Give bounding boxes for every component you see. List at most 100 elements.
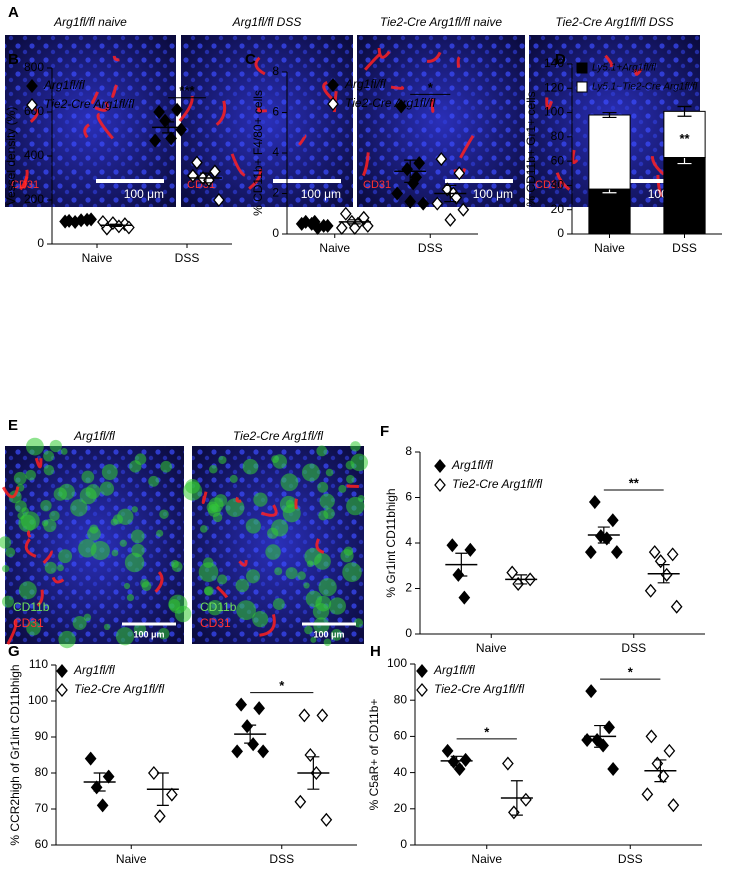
stain-green <box>265 544 281 560</box>
legend-label: Tie2-Cre Arg1fl/fl <box>74 682 164 696</box>
x-tick-label: DSS <box>175 251 200 265</box>
stain-green <box>317 481 329 493</box>
y-tick-label: 20 <box>394 801 408 815</box>
data-point <box>153 104 165 120</box>
significance-label: * <box>428 80 434 95</box>
x-tick-label: DSS <box>618 852 643 866</box>
stain-green <box>101 464 118 481</box>
legend-label: Arg1fl/fl <box>73 663 115 677</box>
stain-green <box>21 507 29 515</box>
stain-green <box>41 520 49 527</box>
data-point <box>502 756 514 771</box>
stain-green <box>252 611 269 628</box>
data-point <box>149 133 161 148</box>
stain-green <box>285 567 298 580</box>
scale-label: 100 μm <box>133 629 164 639</box>
bar-segment <box>588 114 631 190</box>
stain-green <box>199 525 208 533</box>
stain-red <box>259 614 276 637</box>
image-title: Tie2-Cre Arg1fl/fl <box>233 429 323 443</box>
y-tick-label: 80 <box>35 765 49 779</box>
data-point <box>102 769 115 784</box>
error-bar <box>597 526 610 544</box>
stain-red <box>362 152 370 177</box>
stain-green <box>123 582 131 590</box>
stain-red <box>426 51 442 63</box>
y-axis-label: % CCR2high of Gr1int CD11bhigh <box>8 664 22 845</box>
stain-green <box>245 518 261 534</box>
stain-green <box>285 499 295 508</box>
error-bar <box>199 172 212 184</box>
y-tick-label: 0 <box>37 236 44 250</box>
stain-red <box>36 589 44 607</box>
legend-marker <box>434 477 446 493</box>
error-bar <box>594 724 607 748</box>
stain-green <box>218 455 227 465</box>
scale-label: 100 μm <box>124 187 164 201</box>
y-tick-label: 90 <box>35 729 49 743</box>
y-tick-label: 110 <box>29 657 48 671</box>
y-tick-label: 100 <box>28 693 48 707</box>
stain-red <box>634 68 643 76</box>
image-title: Arg1fl/fl <box>73 429 115 443</box>
stain-red <box>456 56 461 68</box>
stain-green <box>133 622 147 636</box>
stain-green <box>83 613 92 622</box>
x-tick-label: Naive <box>594 241 625 255</box>
stain-red <box>248 168 263 190</box>
data-point <box>84 751 97 766</box>
bar-segment <box>663 157 706 235</box>
data-point <box>603 720 615 735</box>
stain-green <box>18 581 37 600</box>
y-axis-label: % CD11b+ Gr1+ cells <box>524 91 538 206</box>
stain-red <box>656 174 663 198</box>
data-point <box>645 729 658 744</box>
data-point <box>339 206 352 221</box>
data-point <box>85 212 97 227</box>
stain-red <box>6 619 18 645</box>
y-tick-label: 140 <box>544 56 564 70</box>
stain-green <box>81 470 95 484</box>
data-point <box>395 99 408 114</box>
data-point <box>391 186 404 201</box>
data-point <box>413 156 426 171</box>
y-tick-label: 4 <box>272 145 279 159</box>
stain-green <box>325 468 334 477</box>
stain-green <box>198 562 219 582</box>
error-bar <box>657 564 670 584</box>
legend-label: Ly5.1−Tie2-Cre Arg1fl/fl <box>592 82 698 93</box>
stain-green <box>126 594 135 602</box>
scale-label: 100 μm <box>313 629 344 639</box>
stain-green <box>111 549 119 557</box>
y-tick-label: 0 <box>400 837 407 851</box>
panel-label: B <box>8 51 19 68</box>
stain-green <box>323 638 332 647</box>
panel-label: G <box>8 643 20 660</box>
stain-red <box>27 529 32 539</box>
y-tick-label: 70 <box>35 801 49 815</box>
stain-red <box>22 176 29 189</box>
legend-label: Arg1fl/fl <box>43 78 85 92</box>
stain-green <box>297 571 306 581</box>
stain-green <box>40 499 52 512</box>
stain-green <box>117 508 134 525</box>
stain-green <box>305 590 323 608</box>
stain-red <box>201 491 208 504</box>
data-point <box>666 547 679 562</box>
stain-green <box>207 600 223 616</box>
stain-green <box>5 547 16 558</box>
stain-red <box>545 97 553 110</box>
data-point <box>459 752 472 767</box>
data-point <box>154 809 166 824</box>
stain-label: CD31 <box>535 179 563 191</box>
x-tick-label: DSS <box>672 241 697 255</box>
stain-red <box>298 134 307 146</box>
legend-marker <box>327 96 339 112</box>
data-point <box>667 798 680 813</box>
data-point <box>644 583 657 598</box>
y-axis-label: Vessel density (%) <box>4 107 18 206</box>
data-point <box>361 218 374 233</box>
stain-green <box>310 636 317 643</box>
x-tick-label: DSS <box>269 852 294 866</box>
data-point <box>417 196 430 211</box>
